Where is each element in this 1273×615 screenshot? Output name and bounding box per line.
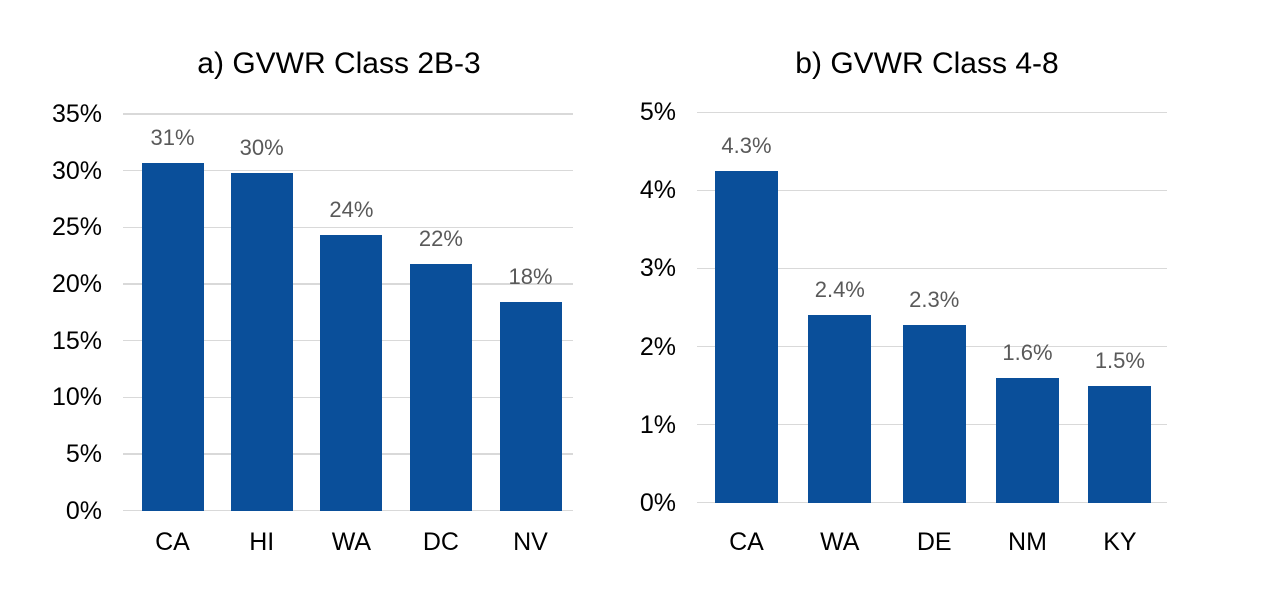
y-axis-tick-label: 0% — [639, 488, 676, 517]
bar-value-label: 18% — [508, 263, 553, 289]
y-axis-tick-label: 3% — [639, 254, 676, 283]
bar-hi — [230, 172, 293, 511]
y-axis-tick-label: 2% — [639, 332, 676, 361]
x-axis-tick-label: CA — [729, 528, 764, 556]
y-axis-tick-label: 35% — [51, 100, 102, 128]
bar-value-label: 2.4% — [814, 277, 865, 303]
gridline — [697, 267, 1167, 270]
bar-value-label: 1.5% — [1094, 347, 1145, 373]
y-axis-tick-label: 10% — [51, 383, 102, 412]
chart-title-a: a) GVWR Class 2B-3 — [197, 47, 481, 80]
x-axis-tick-label: HI — [249, 528, 275, 556]
gridline — [123, 339, 573, 342]
x-axis-tick-label: WA — [820, 528, 860, 556]
bar-wa — [808, 315, 872, 503]
bar-value-label: 2.3% — [909, 286, 960, 312]
y-axis-tick-label: 15% — [51, 326, 102, 355]
x-axis-line — [123, 509, 573, 512]
bar-nv — [499, 302, 562, 511]
gridline — [123, 113, 573, 115]
x-axis-tick-label: CA — [155, 528, 190, 556]
bar-value-label: 1.6% — [1002, 339, 1053, 365]
bar-value-label: 4.3% — [721, 132, 772, 158]
gridline — [697, 111, 1167, 114]
bar-dc — [409, 263, 472, 511]
y-axis-tick-label: 25% — [51, 213, 102, 242]
bar-value-label: 31% — [150, 124, 195, 150]
bar-value-label: 24% — [329, 197, 374, 223]
y-axis-tick-label: 1% — [639, 410, 676, 439]
y-axis-tick-label: 5% — [639, 98, 676, 127]
chart-title-b: b) GVWR Class 4-8 — [795, 47, 1059, 80]
bar-value-label: 30% — [239, 134, 284, 160]
gridline — [123, 283, 573, 285]
bar-ca — [715, 170, 778, 503]
gridline — [123, 453, 573, 455]
x-axis-tick-label: KY — [1103, 528, 1137, 556]
gridline — [123, 226, 573, 229]
bar-de — [902, 324, 966, 503]
y-axis-tick-label: 30% — [51, 156, 102, 185]
bar-wa — [320, 235, 383, 511]
x-axis-tick-label: DE — [916, 528, 952, 556]
bar-ca — [141, 162, 204, 511]
y-axis-tick-label: 0% — [65, 496, 102, 525]
bar-ky — [1088, 385, 1152, 503]
bar-value-label: 22% — [418, 225, 463, 251]
y-axis-tick-label: 4% — [639, 176, 676, 205]
gridline — [123, 396, 573, 399]
gridline — [697, 423, 1167, 426]
x-axis-tick-label: WA — [331, 528, 372, 556]
gridline — [697, 189, 1167, 192]
bar-nm — [996, 377, 1059, 503]
gridline — [697, 345, 1167, 348]
y-axis-tick-label: 20% — [51, 270, 102, 298]
x-axis-line — [697, 501, 1167, 504]
y-axis-tick-label: 5% — [65, 440, 102, 469]
x-axis-tick-label: DC — [422, 528, 459, 556]
x-axis-tick-label: NM — [1008, 528, 1047, 556]
gridline — [123, 169, 573, 172]
x-axis-tick-label: NV — [513, 528, 548, 556]
